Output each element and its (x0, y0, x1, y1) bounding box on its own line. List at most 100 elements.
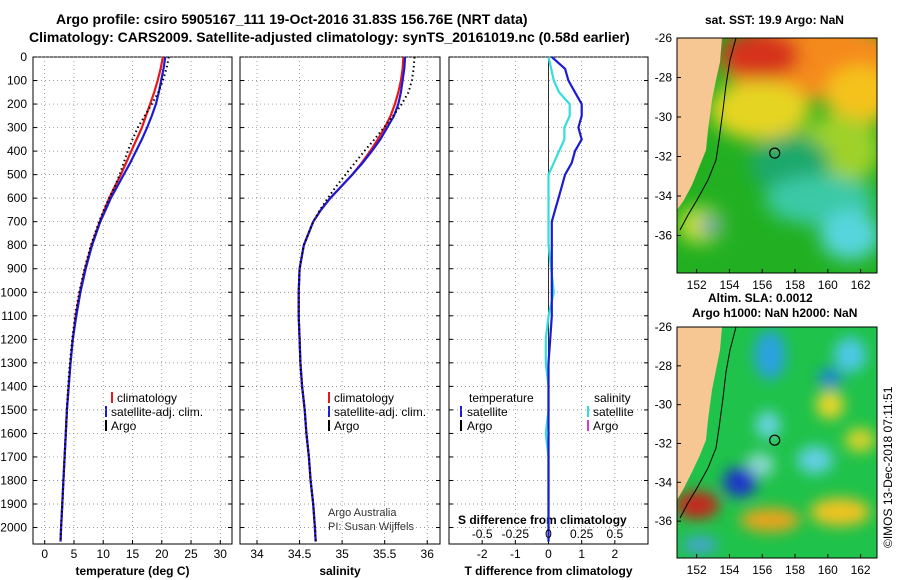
salinity-series-climatology (297, 56, 405, 542)
sla-map-frame (676, 326, 878, 559)
temperature-series-climatology (59, 56, 164, 542)
sst-map-ytick-label: -28 (655, 70, 673, 84)
legend-label-t-argo: Argo (467, 419, 493, 433)
sst-map-ytick-label: -30 (655, 110, 673, 124)
sla-field (677, 330, 875, 553)
sla-land (677, 327, 722, 500)
figure-title-line1: Argo profile: csiro 5905167_111 19-Oct-2… (56, 11, 528, 27)
temperature-ytick-label: 1200 (0, 332, 27, 346)
legend-label-argo: Argo (334, 419, 360, 433)
temperature-series-argo (59, 56, 170, 542)
temperature-ytick-label: 500 (7, 168, 27, 182)
sst-map-title: sat. SST: 19.9 Argo: NaN (705, 13, 844, 27)
sst-map-xtick-label: 152 (687, 278, 707, 292)
temperature-ytick-label: 300 (7, 121, 27, 135)
salinity-xtick-label: 34 (250, 547, 264, 561)
figure-title-line2: Climatology: CARS2009. Satellite-adjuste… (29, 29, 630, 45)
difference-s-tick-label: 0.5 (606, 527, 623, 541)
temperature-xtick-label: 15 (126, 547, 140, 561)
temperature-ytick-label: 1300 (0, 356, 27, 370)
salinity-xtick-label: 34.5 (288, 547, 312, 561)
legend-label-satellite: satellite-adj. clim. (111, 405, 203, 419)
sst-map-xtick-label: 156 (752, 278, 772, 292)
difference-xtick-label: -1 (510, 547, 521, 561)
sla-map-ytick-label: -34 (655, 475, 673, 489)
legend-label-s-argo: Argo (593, 419, 619, 433)
salinity-xlabel: salinity (319, 564, 361, 578)
sla-map-xtick-label: 162 (851, 563, 871, 577)
sla-map-xtick-label: 156 (752, 563, 772, 577)
credit-line2: PI: Susan Wijffels (328, 521, 414, 533)
temperature-legend: climatology satellite-adj. clim. Argo (105, 391, 203, 433)
temperature-ytick-label: 700 (7, 215, 27, 229)
sst-map (676, 37, 878, 274)
sla-map-ytick-label: -32 (655, 436, 673, 450)
salinity-legend: climatology satellite-adj. clim. Argo Ar… (328, 391, 426, 533)
difference-s-tick-label: -0.5 (472, 527, 493, 541)
temperature-ytick-label: 800 (7, 238, 27, 252)
temperature-xlabel: temperature (deg C) (75, 564, 189, 578)
temperature-series-satellite (59, 56, 167, 542)
s-diff-axis-label: S difference from climatology (458, 513, 627, 527)
sst-map-ytick-label: -32 (655, 149, 673, 163)
legend-label-t-satellite: satellite (467, 405, 508, 419)
sla-map-ytick-label: -36 (655, 514, 673, 528)
timestamp-stamp: ©IMOS 13-Dec-2018 07:11:51 (881, 386, 895, 548)
temperature-ytick-label: 900 (7, 262, 27, 276)
legend-label-satellite: satellite-adj. clim. (334, 405, 426, 419)
difference-xlabel: T difference from climatology (464, 564, 632, 578)
temperature-ytick-label: 200 (7, 97, 27, 111)
temperature-ytick-label: 1600 (0, 426, 27, 440)
temperature-ytick-label: 1000 (0, 285, 27, 299)
sst-map-xtick-label: 158 (785, 278, 805, 292)
difference-series-s-satellite (544, 56, 571, 542)
sla-map-xtick-label: 158 (785, 563, 805, 577)
temperature-xtick-label: 0 (41, 547, 48, 561)
sla-map-xtick-label: 160 (818, 563, 838, 577)
sst-map-xtick-label: 154 (719, 278, 739, 292)
difference-xtick-label: 1 (578, 547, 585, 561)
salinity-series-satellite (297, 56, 407, 542)
salinity-series-argo (297, 56, 416, 542)
sst-map-xtick-label: 160 (818, 278, 838, 292)
temperature-ytick-label: 600 (7, 191, 27, 205)
temperature-ytick-label: 2000 (0, 521, 27, 535)
sst-map-ytick-label: -36 (655, 228, 673, 242)
temperature-xtick-label: 30 (214, 547, 228, 561)
sst-map-xtick-label: 162 (851, 278, 871, 292)
temperature-xtick-label: 10 (97, 547, 111, 561)
legend-label-argo: Argo (111, 419, 137, 433)
sla-float-marker (769, 434, 781, 446)
legend-title-temperature: temperature (469, 391, 534, 405)
salinity-xtick-label: 35.5 (373, 547, 397, 561)
sla-map-xtick-label: 152 (687, 563, 707, 577)
difference-series-t-satellite (547, 56, 583, 542)
legend-label-climatology: climatology (117, 391, 177, 405)
difference-s-tick-label: -0.25 (502, 527, 530, 541)
difference-xtick-label: 0 (545, 547, 552, 561)
sst-field (678, 38, 877, 260)
temperature-ytick-label: 0 (20, 50, 27, 64)
salinity-frame (239, 56, 441, 545)
legend-label-s-satellite: satellite (593, 405, 634, 419)
sst-map-ytick-label: -34 (655, 189, 673, 203)
temperature-xtick-label: 5 (71, 547, 78, 561)
sst-float-marker (769, 147, 781, 159)
sst-map-ytick-label: -26 (655, 31, 673, 45)
difference-xtick-label: 2 (611, 547, 618, 561)
temperature-xtick-label: 20 (155, 547, 169, 561)
difference-s-tick-label: 0.25 (570, 527, 594, 541)
legend-title-salinity: salinity (594, 391, 631, 405)
temperature-ytick-label: 1400 (0, 379, 27, 393)
temperature-xtick-label: 25 (184, 547, 198, 561)
temperature-ytick-label: 100 (7, 74, 27, 88)
sla-map-subtitle: Argo h1000: NaN h2000: NaN (692, 306, 857, 320)
sst-land (677, 38, 722, 210)
temperature-ytick-label: 1800 (0, 473, 27, 487)
sla-isobath (679, 326, 737, 519)
difference-legend: temperature salinity satellite Argo sate… (460, 391, 634, 433)
salinity-xtick-label: 35 (335, 547, 349, 561)
temperature-ytick-label: 400 (7, 144, 27, 158)
difference-s-tick-label: 0 (545, 527, 552, 541)
